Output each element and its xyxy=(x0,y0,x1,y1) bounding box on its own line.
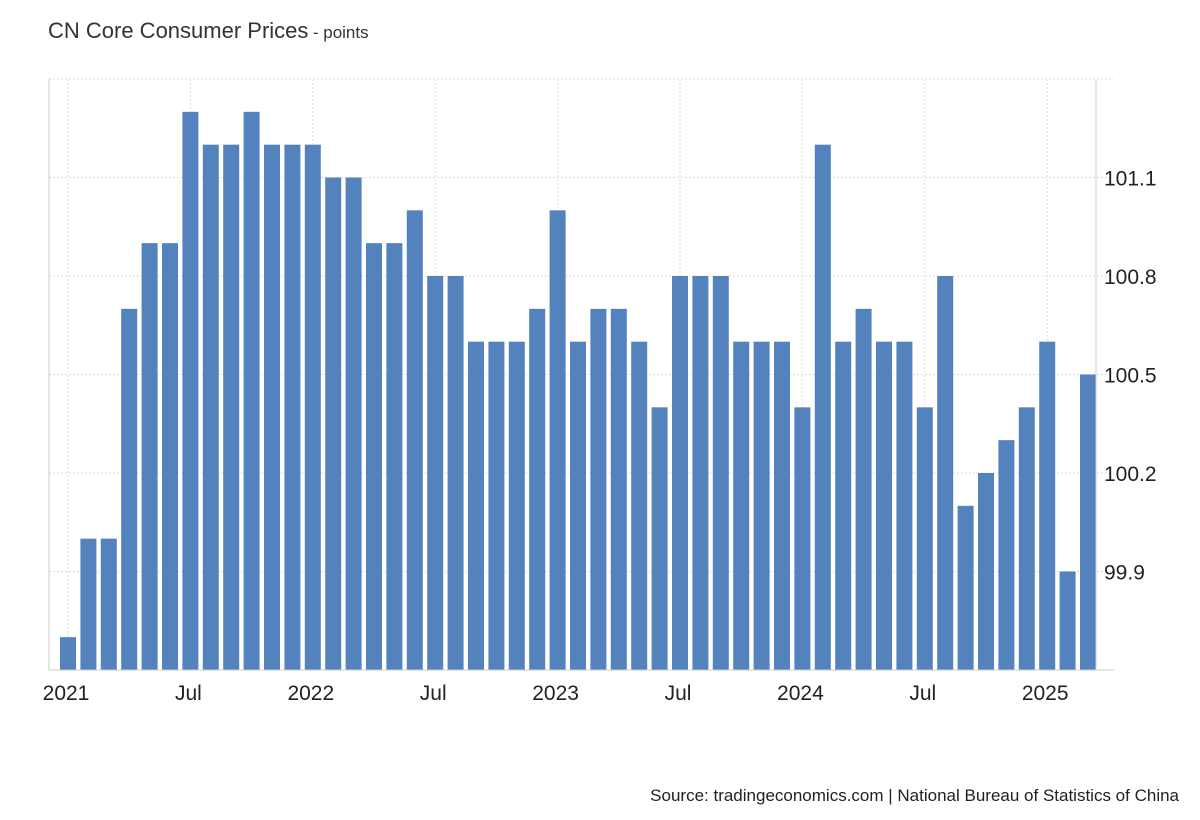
bar-2022-06 xyxy=(406,210,423,671)
bar-2024-03 xyxy=(835,341,852,670)
chart-title-block: CN Core Consumer Prices - points xyxy=(48,18,369,44)
bar-2022-03 xyxy=(345,177,362,670)
bar-2022-09 xyxy=(468,341,484,670)
bar-2021-11 xyxy=(264,144,280,670)
bar-2021-04 xyxy=(121,308,138,670)
y-tick-label: 100.5 xyxy=(1104,365,1157,388)
x-tick-label: 2021 xyxy=(43,682,90,705)
x-tick-label: 2022 xyxy=(287,682,334,705)
bar-2024-04 xyxy=(855,308,872,670)
x-tick-label: Jul xyxy=(175,682,202,705)
bar-2024-09 xyxy=(957,505,974,670)
bar-2024-05 xyxy=(876,341,892,670)
bar-2021-03 xyxy=(100,538,117,670)
bar-2023-01 xyxy=(549,210,566,671)
y-tick-label: 99.9 xyxy=(1104,562,1145,585)
bar-2022-11 xyxy=(508,341,525,670)
bar-2023-03 xyxy=(590,308,607,670)
x-tick-label: 2025 xyxy=(1022,682,1069,705)
bar-2024-11 xyxy=(998,440,1015,670)
bar-2024-08 xyxy=(937,276,954,670)
bar-2022-08 xyxy=(447,276,464,670)
bar-2022-10 xyxy=(488,341,505,670)
y-tick-label: 101.1 xyxy=(1104,168,1157,191)
bar-2025-01 xyxy=(1039,341,1056,670)
bar-2021-05 xyxy=(141,243,158,670)
chart-subtitle: - points xyxy=(312,23,369,42)
bar-2021-01 xyxy=(60,637,76,670)
bar-2022-04 xyxy=(366,243,382,670)
bar-2024-07 xyxy=(916,407,933,670)
y-tick-label: 100.8 xyxy=(1104,266,1157,289)
bar-2023-06 xyxy=(651,407,668,670)
bar-2024-12 xyxy=(1018,407,1035,670)
bar-2023-02 xyxy=(570,341,586,670)
bar-2021-06 xyxy=(162,243,178,670)
bar-2024-10 xyxy=(978,473,994,670)
bar-chart: 99.9 100.2 100.5 100.8 101.1 2021 Jul 2022 Jul 20… xyxy=(43,78,1157,705)
bar-2022-05 xyxy=(386,243,403,670)
bar-2022-12 xyxy=(529,308,546,670)
bar-2022-01 xyxy=(304,144,321,670)
bar-2021-10 xyxy=(243,111,260,671)
bar-2023-10 xyxy=(733,341,750,670)
chart-title: CN Core Consumer Prices xyxy=(48,18,309,43)
bar-2025-02 xyxy=(1059,571,1076,670)
bar-2023-04 xyxy=(610,308,627,670)
bar-2021-07 xyxy=(182,111,199,671)
bar-2021-09 xyxy=(223,144,240,670)
x-tick-label: Jul xyxy=(420,682,447,705)
source-note: Source: tradingeconomics.com | National … xyxy=(650,786,1179,805)
bar-2023-05 xyxy=(631,341,648,670)
x-tick-label: 2023 xyxy=(532,682,579,705)
bar-2021-12 xyxy=(284,144,301,670)
bar-2025-03 xyxy=(1080,374,1096,670)
y-tick-label: 100.2 xyxy=(1104,463,1157,486)
bar-2023-07 xyxy=(672,276,688,670)
x-tick-label: 2024 xyxy=(777,682,824,705)
bar-2024-01 xyxy=(794,407,811,670)
bar-2024-06 xyxy=(896,341,913,670)
bar-2021-08 xyxy=(202,144,219,670)
x-tick-label: Jul xyxy=(665,682,692,705)
bar-2021-02 xyxy=(80,538,97,670)
bar-2023-11 xyxy=(753,341,770,670)
bar-2024-02 xyxy=(814,144,831,670)
bar-2023-09 xyxy=(712,276,729,670)
bar-2022-02 xyxy=(325,177,342,670)
bar-2023-08 xyxy=(692,276,709,670)
x-tick-label: Jul xyxy=(909,682,936,705)
bar-2022-07 xyxy=(427,276,444,670)
bar-2023-12 xyxy=(774,341,790,670)
